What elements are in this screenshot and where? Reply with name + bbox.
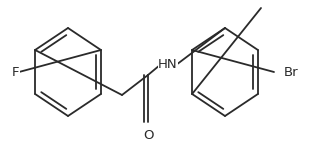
Text: Br: Br <box>284 66 299 78</box>
Text: F: F <box>12 66 19 78</box>
Text: O: O <box>143 129 153 142</box>
Text: HN: HN <box>158 58 178 72</box>
